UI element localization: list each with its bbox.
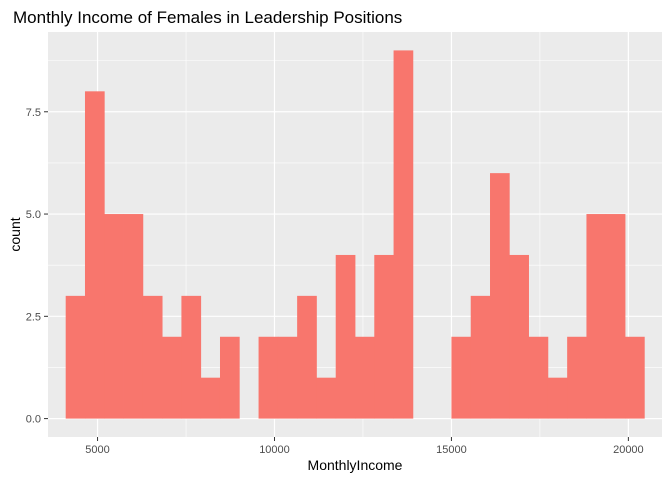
chart-title: Monthly Income of Females in Leadership …	[13, 8, 402, 27]
x-tick-label: 5000	[85, 444, 109, 456]
histogram-bar	[200, 377, 221, 419]
histogram-bar	[123, 214, 144, 419]
histogram-bars	[65, 50, 645, 419]
axes: 5000 10000 15000 20000 0.0 2.5 5.0 7.5	[26, 107, 644, 456]
histogram-bar	[567, 336, 587, 419]
histogram-bar	[104, 214, 124, 419]
x-tick-label: 10000	[259, 444, 290, 456]
histogram-bar	[142, 295, 163, 419]
y-tick-label: 7.5	[26, 107, 41, 119]
histogram-bar	[84, 91, 105, 419]
histogram-bar	[605, 214, 626, 419]
histogram-bar	[586, 214, 607, 419]
y-tick-label: 2.5	[26, 311, 41, 323]
histogram-bar	[181, 295, 202, 419]
y-tick-label: 5.0	[26, 209, 41, 221]
y-tick-label: 0.0	[26, 414, 41, 426]
histogram-bar	[297, 295, 317, 419]
histogram-bar	[335, 254, 356, 419]
histogram-bar	[219, 336, 240, 419]
histogram-bar	[162, 336, 182, 419]
histogram-bar	[470, 295, 491, 419]
histogram-bar	[625, 336, 645, 419]
histogram-bar	[509, 254, 529, 419]
histogram-bar	[316, 377, 337, 419]
histogram-bar	[393, 50, 414, 419]
x-tick-label: 20000	[613, 444, 644, 456]
y-axis-title: count	[7, 217, 23, 251]
histogram-bar	[355, 336, 375, 419]
x-axis-title: MonthlyIncome	[308, 457, 403, 473]
histogram-bar	[374, 254, 394, 419]
histogram-bar	[258, 336, 279, 419]
histogram-bar	[547, 377, 568, 419]
histogram-bar	[528, 336, 549, 419]
histogram-bar	[490, 173, 510, 419]
histogram-bar	[277, 336, 298, 419]
x-tick-label: 15000	[436, 444, 467, 456]
histogram-bar	[451, 336, 472, 419]
histogram-bar	[65, 295, 86, 419]
